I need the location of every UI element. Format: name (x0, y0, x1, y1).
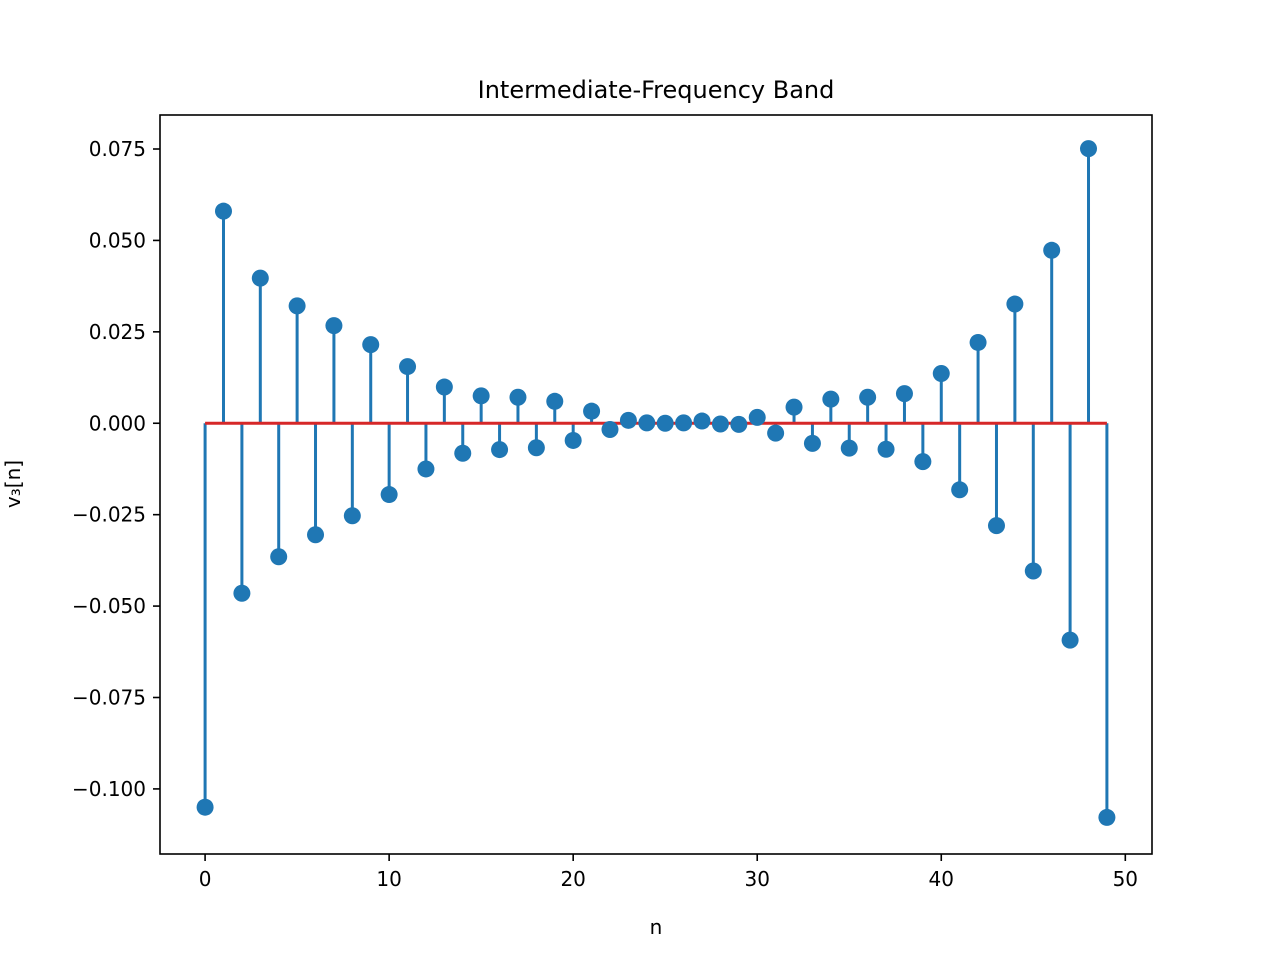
x-tick-label: 0 (199, 867, 212, 891)
stem-marker (583, 402, 601, 420)
stem-marker (987, 517, 1005, 535)
stem-marker (233, 584, 251, 602)
stem-marker (803, 434, 821, 452)
y-tick-label: 0.025 (89, 320, 146, 344)
y-tick-label: −0.075 (72, 685, 146, 709)
stem-marker (546, 392, 564, 410)
stem-marker (343, 507, 361, 525)
x-tick-label: 10 (376, 867, 401, 891)
stem-marker (251, 269, 269, 287)
stem-marker (767, 424, 785, 442)
stem-marker (822, 390, 840, 408)
stem-lines (203, 148, 1109, 818)
stem-marker (472, 387, 490, 405)
stem-marker (491, 441, 509, 459)
stem-marker (693, 412, 711, 430)
axis-ticks: 0 10 20 30 40 50 0.075 0.050 0.025 0.000 −0.025 −0.… (72, 137, 1138, 891)
stem-marker (1098, 808, 1116, 826)
stem-marker (380, 486, 398, 504)
stem-marker (214, 202, 232, 220)
stem-marker (307, 526, 325, 544)
stem-marker (1080, 140, 1098, 158)
stem-marker (1024, 562, 1042, 580)
stem-marker (509, 388, 527, 406)
stem-marker (270, 548, 288, 566)
stem-marker (564, 431, 582, 449)
stem-marker (914, 453, 932, 471)
stem-marker (877, 440, 895, 458)
stem-marker (638, 414, 656, 432)
stem-marker (1006, 295, 1024, 313)
y-tick-label: −0.025 (72, 503, 146, 527)
stem-marker (932, 365, 950, 383)
y-tick-label: 0.050 (89, 228, 146, 252)
stem-marker (656, 414, 674, 432)
stem-marker (859, 388, 877, 406)
stem-marker (454, 444, 472, 462)
stem-marker (785, 398, 803, 416)
stem-marker (196, 798, 214, 816)
y-tick-label: 0.075 (89, 137, 146, 161)
stem-marker (895, 385, 913, 403)
stem-marker (527, 439, 545, 457)
stem-marker (417, 460, 435, 478)
stem-marker (840, 439, 858, 457)
stem-marker (325, 317, 343, 335)
y-tick-label: 0.000 (89, 411, 146, 435)
stem-marker (675, 414, 693, 432)
stem-marker (362, 336, 380, 354)
x-tick-label: 30 (744, 867, 769, 891)
x-tick-label: 40 (929, 867, 954, 891)
stem-marker (711, 415, 729, 433)
stem-marker (435, 378, 453, 396)
stem-markers (196, 140, 1116, 826)
stem-marker (748, 408, 766, 426)
y-tick-label: −0.100 (72, 777, 146, 801)
x-tick-label: 20 (560, 867, 585, 891)
chart-title: Intermediate-Frequency Band (478, 76, 835, 104)
stem-marker (969, 333, 987, 351)
stem-marker (288, 297, 306, 315)
y-tick-label: −0.050 (72, 594, 146, 618)
stem-marker (730, 415, 748, 433)
stem-marker (399, 358, 417, 376)
y-axis-label: v₃[n] (1, 460, 25, 508)
x-axis-label: n (650, 915, 663, 939)
stem-marker (1061, 631, 1079, 649)
x-tick-label: 50 (1113, 867, 1138, 891)
stem-marker (1043, 241, 1061, 259)
plot-area-frame (159, 114, 1153, 855)
stem-marker (951, 481, 969, 499)
stem-marker (601, 420, 619, 438)
stem-marker (619, 411, 637, 429)
